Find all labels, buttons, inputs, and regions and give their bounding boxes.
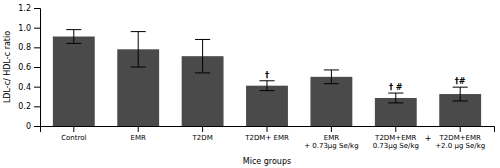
tick: 0 [26,122,40,131]
tick: 0.4 [18,83,40,92]
error-cap [324,69,339,70]
error-bar [131,32,146,67]
annotation: + [425,134,432,143]
y-axis: 0 0.2 0.4 0.6 0.8 1.0 1.2 [18,4,40,131]
tick: 1.0 [18,24,40,33]
tick: EMR [131,126,146,142]
tick-mark [331,126,332,132]
bar [53,37,95,126]
x-axis-title: Mice groups [243,157,291,166]
tick-mark [34,87,40,88]
error-bar [195,39,210,72]
tick-label: T2DM+EMR+2.0 μg Se/kg [435,134,485,150]
error-line [395,93,396,103]
annotation: † # [389,83,403,92]
tick-mark [138,126,139,132]
error-line [460,87,461,101]
tick: EMR+ 0.73μg Se/kg [304,126,358,150]
tick-mark [73,126,74,132]
tick-mark [395,126,396,132]
annotations: † † # †# + [265,71,466,143]
tick-label: T2DM+ EMR [244,134,289,142]
error-cap [131,31,146,32]
error-cap [195,72,210,73]
tick-mark [460,126,461,132]
chart: 0 0.2 0.4 0.6 0.8 1.0 1.2 Control EMR T2DM T2DM+ E… [0,0,500,168]
tick-label: 0.2 [18,102,31,111]
tick: Control [61,126,86,142]
plot: 0 0.2 0.4 0.6 0.8 1.0 1.2 Control EMR T2DM T2DM+ E… [3,4,495,166]
error-cap [453,100,468,101]
error-line [73,30,74,44]
tick: T2DM [192,126,213,142]
error-bar [66,30,81,44]
marks [53,30,481,126]
tick-label: EMR [131,134,146,142]
tick-label: 1.0 [18,24,31,33]
error-line [331,70,332,84]
error-cap [453,87,468,88]
error-bar [453,87,468,101]
tick-label: Control [61,134,86,142]
x-axis: Control EMR T2DM T2DM+ EMR EMR+ 0.73μg Se/kg… [41,126,495,150]
tick-label: 0 [26,122,31,131]
error-line [202,39,203,72]
tick-mark [202,126,203,132]
bar [310,77,352,126]
tick: T2DM+EMR+2.0 μg Se/kg [435,126,485,150]
error-cap [131,67,146,68]
annotation: †# [455,77,466,86]
tick-label: 0.8 [18,43,31,52]
tick-mark [34,8,40,9]
error-bar [259,81,274,91]
tick: 0.6 [18,63,40,72]
error-line [138,32,139,67]
error-line [267,81,268,91]
tick: 1.2 [18,4,40,13]
bar [246,86,288,126]
error-cap [259,80,274,81]
tick-mark [34,106,40,107]
error-cap [259,90,274,91]
tick: 0.8 [18,43,40,52]
error-bar [388,93,403,103]
tick-label: 0.4 [18,83,31,92]
tick-mark [34,28,40,29]
error-cap [195,39,210,40]
tick-mark [34,126,40,127]
tick: T2DM+EMR0.73μg Se/kg [373,126,419,150]
tick-mark [34,47,40,48]
annotation: † [265,71,269,80]
axis-line [41,127,495,133]
tick-label: 1.2 [18,4,31,13]
tick-label: 0.6 [18,63,31,72]
y-axis-title: LDL-c/ HDL-c ratio [3,31,12,103]
error-bar [324,70,339,84]
error-cap [324,83,339,84]
error-cap [388,93,403,94]
tick-label: T2DM [192,134,213,142]
tick-label: T2DM+EMR0.73μg Se/kg [373,134,419,150]
error-cap [66,29,81,30]
axis-line [34,9,41,127]
tick-label: EMR+ 0.73μg Se/kg [304,134,358,150]
tick: 0.2 [18,102,40,111]
error-cap [66,43,81,44]
tick-mark [267,126,268,132]
tick-mark [34,67,40,68]
tick: T2DM+ EMR [244,126,289,142]
error-cap [388,102,403,103]
